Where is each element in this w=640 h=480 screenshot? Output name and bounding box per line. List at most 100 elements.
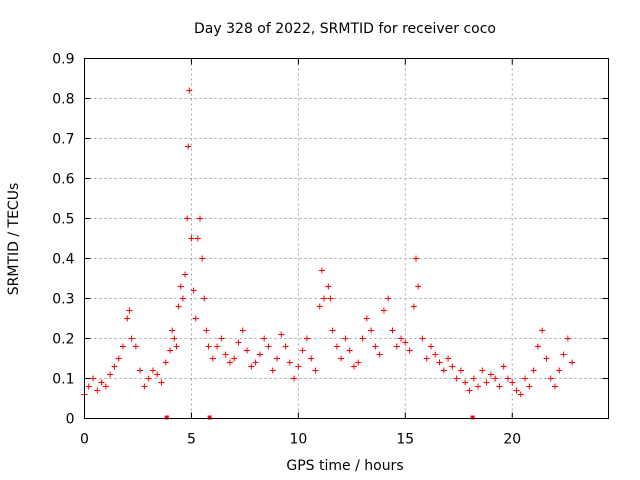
- y-tick-label: 0.9: [52, 52, 74, 68]
- data-point: [475, 383, 482, 390]
- gap-markers: [164, 415, 475, 420]
- data-point: [569, 359, 576, 366]
- data-point: [440, 367, 447, 374]
- data-point: [539, 327, 546, 334]
- x-tick-label: 20: [503, 432, 521, 448]
- data-point: [466, 387, 473, 394]
- data-point: [179, 295, 186, 302]
- y-axis-label: SRMTID / TECUs: [6, 183, 22, 296]
- data-point: [185, 143, 192, 150]
- data-point: [547, 375, 554, 382]
- data-point: [182, 271, 189, 278]
- data-point: [389, 327, 396, 334]
- data-point: [199, 255, 206, 262]
- y-tick-label: 0.7: [52, 132, 74, 148]
- data-point: [470, 375, 477, 382]
- data-point: [423, 355, 430, 362]
- data-point: [115, 355, 122, 362]
- data-point: [282, 343, 289, 350]
- data-point: [278, 331, 285, 338]
- data-point: [487, 371, 494, 378]
- y-tick-label: 0: [66, 412, 75, 428]
- data-point: [316, 303, 323, 310]
- data-point: [107, 371, 114, 378]
- data-point: [190, 287, 197, 294]
- data-point: [273, 355, 280, 362]
- x-tick-label: 10: [289, 432, 307, 448]
- data-point: [453, 375, 460, 382]
- y-tick-label: 0.3: [52, 292, 74, 308]
- data-point: [419, 335, 426, 342]
- data-point: [201, 295, 208, 302]
- data-point: [162, 359, 169, 366]
- data-point: [167, 347, 174, 354]
- data-point: [552, 383, 559, 390]
- data-point: [522, 375, 529, 382]
- data-point: [158, 379, 165, 386]
- gap-marker: [470, 415, 475, 420]
- y-tick-label: 0.1: [52, 372, 74, 388]
- data-point: [427, 343, 434, 350]
- axis-ticks: [84, 58, 609, 419]
- data-point: [132, 343, 139, 350]
- data-point: [209, 355, 216, 362]
- data-point: [205, 343, 212, 350]
- data-point: [261, 335, 268, 342]
- data-point: [415, 283, 422, 290]
- data-point: [312, 367, 319, 374]
- data-point: [436, 359, 443, 366]
- data-point: [252, 359, 259, 366]
- data-point: [194, 235, 201, 242]
- data-point: [141, 383, 148, 390]
- plot-frame: [84, 58, 609, 419]
- data-point: [333, 343, 340, 350]
- data-point: [286, 359, 293, 366]
- data-point: [126, 307, 133, 314]
- data-point: [173, 343, 180, 350]
- data-point: [445, 355, 452, 362]
- gap-marker: [164, 415, 169, 420]
- data-point: [449, 363, 456, 370]
- data-point: [526, 383, 533, 390]
- data-point: [128, 335, 135, 342]
- data-point: [186, 87, 193, 94]
- data-point: [214, 343, 221, 350]
- gap-marker: [207, 415, 212, 420]
- data-point: [462, 379, 469, 386]
- x-tick-label: 5: [187, 432, 196, 448]
- y-tick-labels: 0 0.1 0.2 0.3 0.4 0.5 0.6 0.7 0.8 0.9: [52, 52, 74, 428]
- data-point: [192, 315, 199, 322]
- data-point: [94, 387, 101, 394]
- data-point: [342, 335, 349, 342]
- data-point: [504, 375, 511, 382]
- data-point: [184, 215, 191, 222]
- data-point: [265, 343, 272, 350]
- x-axis-label: GPS time / hours: [286, 458, 403, 474]
- y-tick-label: 0.2: [52, 332, 74, 348]
- data-point: [368, 327, 375, 334]
- data-point: [380, 307, 387, 314]
- data-point: [393, 343, 400, 350]
- y-tick-label: 0.4: [52, 252, 74, 268]
- data-point: [346, 347, 353, 354]
- data-point: [85, 383, 92, 390]
- y-tick-label: 0.8: [52, 92, 74, 108]
- data-point: [410, 303, 417, 310]
- data-point: [534, 343, 541, 350]
- data-point: [231, 355, 238, 362]
- data-point: [119, 343, 126, 350]
- data-point: [413, 255, 420, 262]
- data-point: [188, 235, 195, 242]
- data-point: [543, 355, 550, 362]
- data-point: [203, 327, 210, 334]
- data-point: [239, 327, 246, 334]
- data-point: [564, 335, 571, 342]
- data-point: [98, 379, 105, 386]
- data-point: [363, 315, 370, 322]
- data-point: [149, 367, 156, 374]
- data-point: [318, 267, 325, 274]
- chart-title: Day 328 of 2022, SRMTID for receiver coc…: [194, 21, 496, 37]
- data-point: [145, 375, 152, 382]
- data-point: [509, 379, 516, 386]
